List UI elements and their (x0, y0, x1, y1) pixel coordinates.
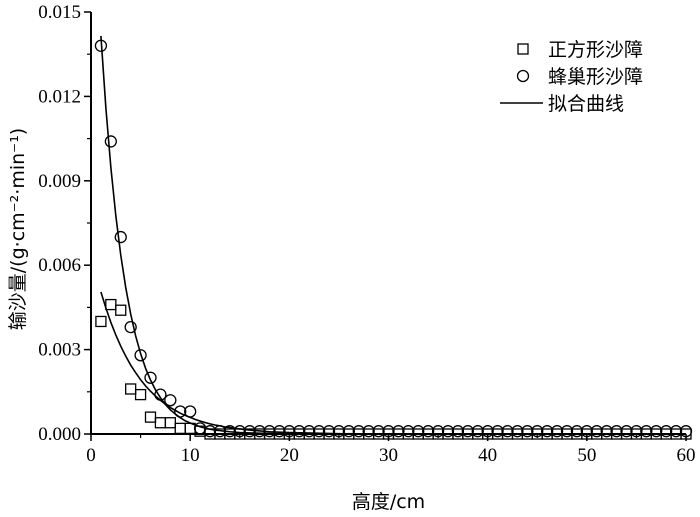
y-tick-label: 0.012 (38, 86, 81, 107)
data-point-circle (471, 425, 484, 438)
data-point-circle (650, 425, 663, 438)
data-point-circle (660, 425, 673, 438)
data-point-circle (164, 394, 177, 407)
x-tick-label: 30 (379, 445, 398, 466)
data-point-circle (630, 425, 643, 438)
data-point-circle (382, 425, 395, 438)
data-point-circle (422, 425, 435, 438)
data-point-square (164, 417, 176, 429)
data-point-circle (610, 425, 623, 438)
data-point-circle (134, 349, 147, 362)
data-point-circle (620, 425, 633, 438)
y-axis-title: 输沙量/(g·cm⁻²·min⁻¹) (7, 128, 29, 330)
series-layer (94, 35, 693, 440)
data-point-circle (451, 425, 465, 438)
series-1 (95, 298, 692, 440)
data-point-circle (114, 230, 127, 244)
data-point-square (134, 388, 147, 401)
x-tick-label: 10 (181, 445, 200, 466)
data-point-circle (392, 425, 405, 438)
data-point-circle (124, 320, 137, 334)
data-point-square (105, 298, 117, 311)
data-point-circle (352, 425, 365, 438)
data-point-circle (342, 425, 355, 438)
data-point-circle (550, 425, 564, 438)
x-tick-label: 0 (86, 445, 96, 466)
data-point-circle (412, 425, 425, 438)
y-tick-label: 0.003 (38, 340, 81, 361)
data-point-circle (283, 425, 296, 438)
fit-curve-line (100, 291, 686, 435)
data-point-circle (501, 425, 514, 438)
legend-square-icon (517, 43, 529, 55)
data-point-circle (332, 425, 346, 438)
data-point-circle (669, 425, 683, 438)
y-tick-label: 0.000 (38, 424, 81, 445)
legend-item: 蜂巢形沙障 (516, 66, 643, 88)
series-3 (100, 291, 686, 435)
data-point-circle (303, 425, 316, 438)
series-4 (100, 35, 686, 435)
data-point-circle (679, 425, 693, 438)
data-point-circle (203, 425, 217, 438)
fit-curve-line (100, 35, 686, 435)
data-point-circle (144, 371, 157, 384)
x-axis-title: 高度/cm (352, 491, 425, 513)
data-point-circle (293, 425, 306, 438)
legend-label: 正方形沙障 (548, 39, 643, 61)
data-point-square (125, 383, 137, 395)
data-point-circle (580, 425, 593, 438)
data-point-circle (431, 425, 445, 438)
data-point-circle (104, 135, 117, 148)
data-point-circle (441, 425, 455, 438)
y-tick-label: 0.009 (38, 171, 81, 192)
data-point-square (174, 422, 186, 435)
x-tick-label: 40 (478, 445, 497, 466)
data-point-circle (402, 425, 415, 438)
data-point-circle (511, 425, 524, 438)
y-tick-label: 0.015 (38, 2, 81, 23)
axes: 0 10 20 30 40 50 60 0.000 0.003 0.006 0.009 0.012 0.… (38, 2, 695, 466)
x-tick-label: 20 (280, 445, 299, 466)
data-point-circle (531, 425, 544, 438)
x-tick-label: 50 (577, 445, 596, 466)
y-tick-label: 0.006 (38, 255, 81, 276)
data-point-circle (461, 425, 474, 438)
data-point-square (115, 304, 127, 316)
legend-item: 正方形沙障 (517, 39, 643, 61)
data-point-circle (322, 425, 336, 438)
data-point-circle (640, 425, 653, 438)
data-point-circle (372, 425, 385, 438)
data-point-circle (233, 425, 246, 438)
x-tick-label: 60 (677, 445, 696, 466)
data-point-circle (491, 425, 504, 438)
legend-label: 蜂巢形沙障 (548, 66, 643, 88)
data-point-square (95, 315, 107, 328)
series-2 (94, 39, 693, 438)
data-point-circle (312, 425, 326, 438)
data-point-circle (590, 425, 603, 438)
data-point-circle (521, 425, 534, 438)
legend-label: 拟合曲线 (548, 93, 624, 115)
data-point-circle (541, 425, 554, 438)
data-point-circle (481, 425, 494, 438)
data-point-circle (600, 425, 613, 438)
data-point-square (144, 411, 157, 423)
data-point-circle (362, 425, 375, 438)
data-point-square (154, 417, 167, 429)
legend-item: 拟合曲线 (500, 93, 624, 115)
data-point-circle (560, 425, 574, 438)
data-point-circle (570, 425, 584, 438)
legend-circle-icon (516, 69, 530, 83)
